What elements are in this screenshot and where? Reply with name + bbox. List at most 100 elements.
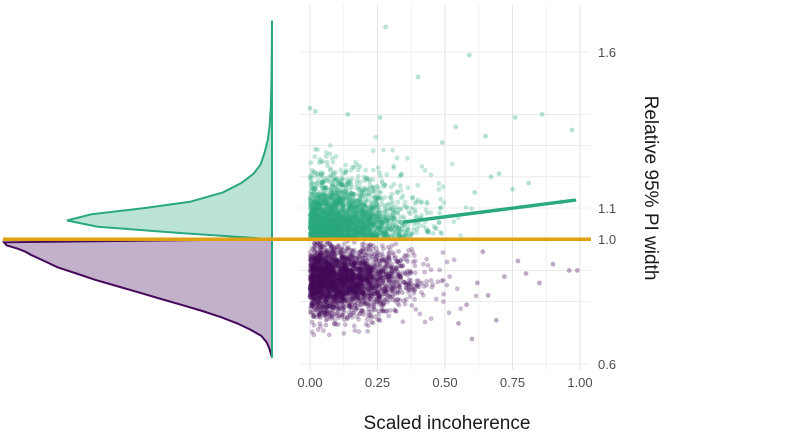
points-lower-layer: [308, 239, 580, 342]
scatter-point-lower: [445, 260, 450, 265]
scatter-point-lower: [332, 322, 337, 327]
scatter-point-upper: [371, 168, 376, 173]
scatter-point: [575, 268, 580, 273]
scatter-point-lower: [321, 328, 326, 333]
scatter-point-lower: [328, 265, 333, 270]
scatter-point-lower: [343, 322, 348, 327]
scatter-point-upper: [398, 174, 403, 179]
scatter-point-lower: [340, 253, 345, 258]
scatter-point-lower: [424, 257, 429, 262]
scatter-point-lower: [312, 323, 317, 328]
scatter-point-lower: [357, 312, 362, 317]
scatter-point-upper: [425, 229, 430, 234]
scatter-point-upper: [414, 200, 419, 205]
scatter-point-upper: [406, 185, 411, 190]
scatter-point-upper: [396, 200, 401, 205]
scatter-point-lower: [405, 273, 410, 278]
scatter-point-upper: [364, 205, 369, 210]
scatter-point-lower: [409, 282, 414, 287]
scatter-point-lower: [325, 292, 330, 297]
scatter-point-upper: [373, 135, 378, 140]
scatter-point-lower: [350, 315, 355, 320]
scatter-point-upper: [371, 189, 376, 194]
scatter-point-upper: [429, 172, 434, 177]
scatter-point-lower: [311, 266, 316, 271]
scatter-point-lower: [327, 304, 332, 309]
scatter-point-lower: [345, 257, 350, 262]
scatter-point-upper: [366, 227, 371, 232]
scatter-point-lower: [355, 267, 360, 272]
scatter-point-lower: [327, 332, 332, 337]
scatter-point-upper: [405, 156, 410, 161]
scatter-point-upper: [469, 206, 474, 211]
scatter-point-lower: [323, 258, 328, 263]
scatter-point-lower: [368, 301, 373, 306]
scatter-point-lower: [396, 291, 401, 296]
scatter-point-lower: [337, 279, 342, 284]
scatter-point-lower: [419, 290, 424, 295]
scatter-point-lower: [458, 306, 463, 311]
scatter-point-upper: [385, 203, 390, 208]
scatter-point-lower: [313, 243, 318, 248]
scatter-point-lower: [356, 288, 361, 293]
scatter-point-upper: [309, 160, 314, 165]
scatter-point-upper: [325, 194, 330, 199]
scatter-point-lower: [349, 269, 354, 274]
scatter-point-lower: [424, 279, 429, 284]
scatter-point-upper: [336, 213, 341, 218]
scatter-point-upper: [358, 203, 363, 208]
scatter-point-lower: [429, 278, 434, 283]
scatter-point-lower: [331, 276, 336, 281]
scatter-point-upper: [398, 183, 403, 188]
scatter-point-upper: [390, 222, 395, 227]
scatter-point: [524, 271, 529, 276]
scatter-point-lower: [359, 275, 364, 280]
scatter-point-lower: [386, 314, 391, 319]
scatter-point-lower: [319, 284, 324, 289]
scatter-point-lower: [366, 313, 371, 318]
scatter-point-lower: [330, 269, 335, 274]
scatter-point-lower: [352, 275, 357, 280]
scatter-point-lower: [315, 274, 320, 279]
scatter-point-upper: [452, 219, 457, 224]
scatter-point-lower: [409, 303, 414, 308]
scatter-point-upper: [324, 150, 329, 155]
scatter-point-lower: [379, 256, 384, 261]
scatter-point-lower: [444, 283, 449, 288]
scatter-point-upper: [380, 221, 385, 226]
scatter-point-lower: [388, 266, 393, 271]
scatter-point-upper: [313, 147, 318, 152]
scatter-point-upper: [377, 190, 382, 195]
scatter-point-lower: [337, 260, 342, 265]
scatter-point-lower: [357, 329, 362, 334]
scatter-point-upper: [356, 174, 361, 179]
scatter-point-upper: [423, 168, 428, 173]
scatter-point-lower: [367, 296, 372, 301]
scatter-point-lower: [362, 293, 367, 298]
scatter-point-lower: [422, 270, 427, 275]
scatter-point-lower: [368, 243, 373, 248]
scatter-point-upper: [381, 148, 386, 153]
scatter-point: [486, 293, 491, 298]
scatter-point-lower: [429, 267, 434, 272]
scatter-point-lower: [329, 316, 334, 321]
scatter-point-upper: [319, 159, 324, 164]
scatter-point-lower: [386, 245, 391, 250]
scatter-point-upper: [450, 162, 455, 167]
scatter-point-lower: [342, 280, 347, 285]
scatter-point-upper: [332, 190, 337, 195]
scatter-point-upper: [315, 172, 320, 177]
scatter-point-upper: [390, 192, 395, 197]
scatter-point-upper: [331, 160, 336, 165]
scatter-point: [537, 281, 542, 286]
scatter-point-upper: [369, 201, 374, 206]
scatter-point-lower: [417, 281, 422, 286]
scatter-point-lower: [439, 279, 444, 284]
scatter-point-lower: [365, 329, 370, 334]
scatter-point-upper: [438, 197, 443, 202]
scatter-point-lower: [348, 302, 353, 307]
scatter-point-lower: [341, 295, 346, 300]
scatter-point-upper: [395, 156, 400, 161]
scatter-point-upper: [310, 192, 315, 197]
